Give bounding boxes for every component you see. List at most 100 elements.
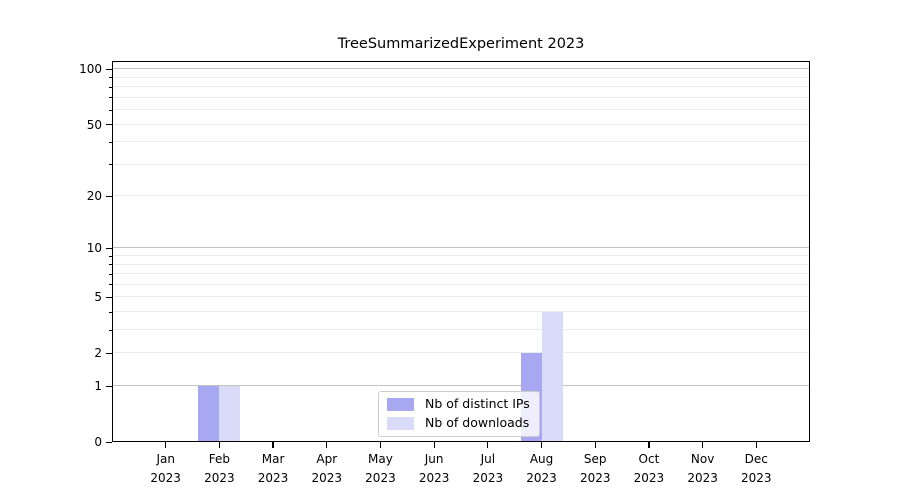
legend-swatch-distinct-ips [387,398,414,411]
x-tick-year: 2023 [418,470,450,485]
x-tick [648,442,650,448]
x-tick-month: Feb [208,452,230,466]
x-tick-label-feb: Feb 2023 [188,450,250,487]
x-tick-month: Aug [529,452,554,466]
x-tick-month: May [368,452,393,466]
y-tick-minor [108,273,112,275]
gridline-minor [112,273,810,275]
y-tick-minor [108,311,112,313]
y-tick-minor [108,195,112,197]
gridline-minor [112,141,810,143]
gridline-minor [112,296,810,298]
x-tick-month: Oct [638,452,660,466]
y-tick-minor [108,352,112,354]
y-tick-minor [108,109,112,111]
x-tick-year: 2023 [633,470,665,485]
x-tick-month: Jun [424,452,444,466]
x-tick-year: 2023 [150,470,181,485]
y-tick-label: 50 [86,117,102,132]
bar-feb-0 [198,386,220,442]
y-tick-minor [108,255,112,257]
x-tick-label-jan: Jan 2023 [135,450,197,487]
x-tick-year: 2023 [687,470,718,485]
y-tick-minor [108,284,112,286]
gridline-major [112,68,810,70]
y-tick-label: 100 [79,62,102,77]
x-tick-month: Nov [690,452,715,466]
y-tick-label: 10 [86,241,102,256]
x-tick-label-oct: Oct 2023 [618,450,680,487]
x-tick-year: 2023 [472,470,504,485]
y-tick-label: 1 [94,379,102,394]
x-tick [755,442,757,448]
gridline-minor [112,352,810,354]
x-tick [594,442,596,448]
gridline-minor [112,86,810,88]
y-tick-major [106,441,112,443]
y-tick-minor [108,141,112,143]
y-tick-label: 2 [94,346,102,361]
legend-label-downloads: Nb of downloads [425,415,530,431]
gridline-minor [112,283,810,285]
chart-title: TreeSummarizedExperiment 2023 [337,36,585,52]
x-tick-year: 2023 [257,470,289,485]
y-tick-minor [108,77,112,79]
legend: Nb of distinct IPs Nb of downloads [378,391,540,437]
x-tick-label-jun: Jun 2023 [403,450,465,487]
x-tick-year: 2023 [741,470,772,485]
y-tick-label: 20 [86,189,102,204]
x-tick-month: Sep [583,452,607,466]
gridline-minor [112,96,810,98]
bar-feb-1 [219,386,241,442]
gridline-minor [112,263,810,265]
bar-aug-1 [541,312,563,442]
x-tick [272,442,274,448]
x-tick-label-may: May 2023 [349,450,411,487]
y-tick-major [106,385,112,387]
gridline-minor [112,255,810,257]
gridline-minor [112,109,810,111]
y-tick-minor [108,329,112,331]
y-tick-label: 0 [94,435,102,449]
y-tick-minor [108,97,112,99]
x-tick [326,442,328,448]
x-tick [379,442,382,448]
gridline-minor [112,329,810,331]
gridline-major [112,247,810,249]
x-tick-label-mar: Mar 2023 [242,450,304,487]
x-tick-month: Mar [261,452,285,466]
x-tick-label-apr: Apr 2023 [296,450,358,487]
x-tick-year: 2023 [526,470,557,485]
x-tick-month: Jul [480,452,496,466]
x-tick-month: Dec [744,452,768,466]
x-tick [540,442,543,448]
y-tick-label: 5 [94,290,102,305]
gridline-major [112,385,810,387]
y-tick-minor [108,264,112,266]
gridline-minor [112,311,810,313]
gridline-minor [112,76,810,78]
legend-swatch-downloads [387,417,414,430]
y-tick-minor [108,124,112,126]
gridline-minor [112,163,810,165]
x-tick [433,442,435,448]
x-tick-year: 2023 [204,470,235,485]
x-tick-year: 2023 [579,470,611,485]
y-tick-major [106,68,112,71]
x-tick-year: 2023 [311,470,343,485]
x-tick-label-dec: Dec 2023 [725,450,787,487]
x-tick [165,442,167,448]
y-tick-minor [108,296,112,298]
legend-row-downloads: Nb of downloads [387,417,530,430]
x-tick [218,442,220,448]
x-tick [487,442,489,448]
x-tick-month: Apr [316,452,338,466]
y-tick-minor [108,164,112,166]
x-tick-label-aug: Aug 2023 [511,450,573,487]
gridline-minor [112,123,810,125]
x-tick [702,442,704,448]
x-tick-label-sep: Sep 2023 [564,450,626,487]
gridline-minor [112,195,810,197]
plot-area [112,61,810,442]
